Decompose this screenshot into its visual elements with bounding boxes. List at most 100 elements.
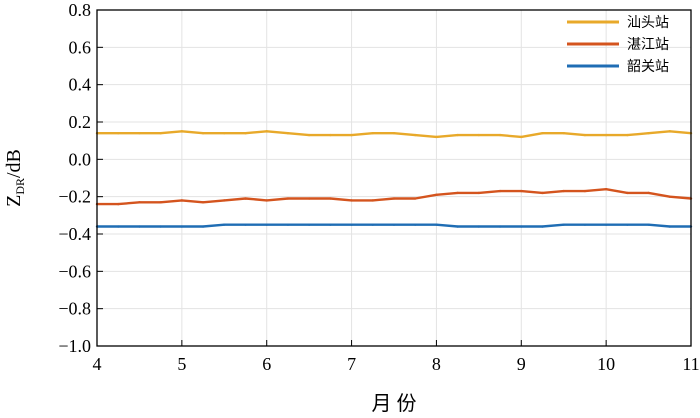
- data-point: [371, 132, 374, 135]
- y-tick-label: −1.0: [58, 336, 91, 356]
- data-point: [647, 223, 650, 226]
- data-point: [286, 197, 290, 200]
- data-point: [265, 223, 268, 226]
- data-point: [329, 197, 332, 200]
- data-point: [498, 133, 502, 137]
- ticks: 4 5 6 7 8 9 10 11 −1.0 −0.8 −0.6 −0.4 −0.2 0.0 0.2 0.4 0…: [58, 0, 699, 374]
- x-tick-label: 5: [177, 354, 186, 374]
- data-point: [562, 223, 565, 226]
- data-point: [583, 223, 587, 226]
- data-point: [604, 188, 608, 191]
- data-point: [265, 199, 268, 202]
- data-point: [477, 191, 481, 195]
- data-point: [392, 132, 396, 135]
- data-point: [244, 223, 247, 226]
- data-point: [201, 132, 205, 135]
- data-point: [350, 133, 353, 137]
- data-point: [286, 132, 290, 135]
- data-point: [265, 130, 268, 133]
- x-tick-label: 10: [597, 354, 615, 374]
- data-point: [117, 225, 120, 228]
- data-point: [498, 189, 502, 193]
- y-tick-label: 0.0: [69, 149, 92, 169]
- data-point: [541, 225, 544, 228]
- data-point: [307, 133, 311, 137]
- data-point: [520, 225, 523, 228]
- data-point: [604, 223, 608, 226]
- data-point: [180, 225, 184, 228]
- data-point: [435, 193, 438, 196]
- data-point: [456, 133, 459, 137]
- data-point: [159, 225, 162, 228]
- data-point: [562, 132, 565, 135]
- x-tick-label: 7: [347, 354, 356, 374]
- data-point: [668, 130, 671, 133]
- data-point: [414, 197, 417, 200]
- y-tick-label: 0.2: [69, 112, 92, 132]
- data-point: [604, 133, 608, 137]
- data-point: [456, 191, 459, 195]
- y-tick-label: 0.4: [69, 75, 92, 95]
- y-tick-label: −0.4: [58, 224, 91, 244]
- data-point: [371, 223, 374, 226]
- data-point: [201, 201, 205, 204]
- data-point: [329, 133, 332, 137]
- data-point: [414, 133, 417, 137]
- data-point: [117, 202, 120, 206]
- data-point: [138, 225, 141, 228]
- legend-label-2: 韶关站: [627, 59, 669, 75]
- x-tick-label: 11: [682, 354, 699, 374]
- data-point: [541, 132, 544, 135]
- data-point: [626, 133, 629, 137]
- data-point: [583, 189, 587, 193]
- data-point: [477, 225, 481, 228]
- data-point: [626, 223, 629, 226]
- legend-label-1: 湛江站: [627, 37, 669, 53]
- data-point: [286, 223, 290, 226]
- data-point: [244, 132, 247, 135]
- data-point: [223, 223, 226, 226]
- series-layer: [95, 130, 693, 228]
- data-point: [138, 132, 141, 135]
- data-point: [435, 223, 438, 226]
- data-point: [329, 223, 332, 226]
- data-point: [350, 223, 353, 226]
- data-point: [456, 225, 459, 228]
- data-point: [477, 133, 481, 137]
- legend-label-0: 汕头站: [627, 15, 669, 31]
- data-point: [159, 132, 162, 135]
- data-point: [307, 223, 311, 226]
- data-point: [647, 191, 650, 195]
- plot-frame: [96, 9, 692, 347]
- data-point: [647, 132, 650, 135]
- x-tick-label: 4: [93, 354, 102, 374]
- y-tick-label: −0.6: [58, 261, 91, 281]
- y-tick-label: 0.6: [69, 37, 92, 57]
- data-point: [350, 199, 353, 202]
- y-tick-label: −0.8: [58, 299, 91, 319]
- data-point: [244, 197, 247, 200]
- data-point: [223, 199, 226, 202]
- data-point: [520, 135, 523, 139]
- data-point: [562, 189, 565, 193]
- y-tick-label: 0.8: [69, 0, 92, 20]
- y-tick-label: −0.2: [58, 187, 91, 207]
- data-point: [392, 223, 396, 226]
- x-tick-label: 6: [262, 354, 271, 374]
- data-point: [583, 133, 587, 137]
- data-point: [435, 135, 438, 139]
- data-point: [117, 132, 120, 135]
- data-point: [180, 130, 184, 133]
- data-point: [668, 195, 671, 198]
- data-point: [201, 225, 205, 228]
- data-point: [541, 191, 544, 195]
- data-point: [159, 201, 162, 204]
- data-point: [307, 197, 311, 200]
- axes: [96, 9, 692, 347]
- data-point: [414, 223, 417, 226]
- data-point: [626, 191, 629, 195]
- data-point: [520, 189, 523, 193]
- data-point: [498, 225, 502, 228]
